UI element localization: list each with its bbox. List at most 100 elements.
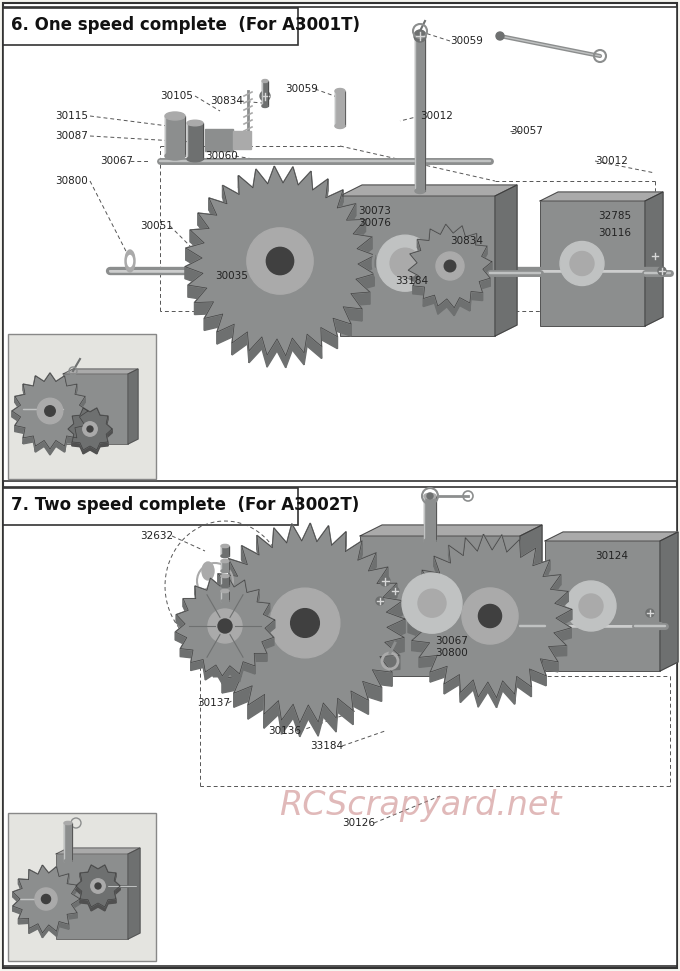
Circle shape — [560, 242, 604, 285]
Text: 30087: 30087 — [55, 131, 88, 141]
Polygon shape — [332, 532, 346, 559]
Polygon shape — [207, 578, 211, 598]
Polygon shape — [282, 704, 293, 734]
Polygon shape — [449, 545, 463, 566]
Polygon shape — [333, 318, 337, 349]
Polygon shape — [292, 524, 302, 555]
Circle shape — [579, 594, 603, 618]
Polygon shape — [29, 923, 38, 933]
Polygon shape — [383, 597, 403, 615]
Polygon shape — [362, 682, 369, 715]
Ellipse shape — [87, 426, 93, 432]
Polygon shape — [380, 655, 400, 671]
Polygon shape — [75, 385, 77, 400]
Polygon shape — [218, 574, 237, 590]
Polygon shape — [429, 229, 430, 249]
Polygon shape — [188, 285, 207, 300]
Polygon shape — [645, 192, 663, 326]
Polygon shape — [357, 237, 372, 261]
Polygon shape — [530, 669, 531, 697]
Ellipse shape — [221, 599, 229, 603]
Polygon shape — [56, 441, 65, 452]
Polygon shape — [18, 919, 29, 924]
Polygon shape — [217, 324, 234, 344]
Polygon shape — [18, 879, 29, 885]
Polygon shape — [383, 584, 396, 612]
Polygon shape — [475, 245, 487, 254]
Polygon shape — [328, 526, 332, 559]
Ellipse shape — [462, 588, 518, 644]
Ellipse shape — [187, 120, 203, 126]
Polygon shape — [257, 589, 259, 610]
Bar — [221, 591, 229, 601]
Polygon shape — [67, 874, 69, 888]
Circle shape — [427, 493, 433, 499]
Polygon shape — [413, 586, 426, 609]
Circle shape — [566, 581, 616, 631]
Text: 30105: 30105 — [160, 91, 193, 101]
Ellipse shape — [64, 821, 72, 824]
Polygon shape — [49, 867, 56, 878]
Polygon shape — [191, 650, 193, 671]
Polygon shape — [479, 282, 483, 301]
Polygon shape — [128, 369, 138, 444]
Polygon shape — [287, 524, 292, 557]
Polygon shape — [106, 429, 112, 438]
Polygon shape — [114, 886, 120, 895]
Polygon shape — [492, 535, 502, 560]
Polygon shape — [175, 623, 185, 640]
Polygon shape — [471, 291, 483, 301]
Polygon shape — [311, 171, 313, 202]
Circle shape — [377, 235, 433, 291]
Polygon shape — [430, 655, 437, 682]
Ellipse shape — [270, 588, 340, 657]
Polygon shape — [185, 267, 203, 285]
Polygon shape — [97, 408, 100, 419]
Text: 33184: 33184 — [310, 741, 343, 751]
Ellipse shape — [290, 609, 320, 637]
Polygon shape — [18, 879, 22, 893]
Polygon shape — [343, 307, 351, 336]
Polygon shape — [186, 243, 204, 260]
Polygon shape — [23, 385, 25, 400]
Polygon shape — [387, 619, 405, 641]
Polygon shape — [326, 190, 343, 210]
Polygon shape — [50, 373, 56, 387]
Ellipse shape — [415, 34, 425, 39]
Polygon shape — [549, 646, 566, 656]
Polygon shape — [265, 628, 273, 646]
Text: 30057: 30057 — [510, 126, 543, 136]
Polygon shape — [222, 185, 227, 216]
Ellipse shape — [262, 80, 268, 83]
Text: 30012: 30012 — [595, 156, 628, 166]
Polygon shape — [422, 570, 432, 595]
Polygon shape — [549, 647, 558, 672]
Polygon shape — [91, 903, 98, 911]
Polygon shape — [23, 436, 33, 444]
Polygon shape — [71, 886, 77, 898]
Polygon shape — [336, 698, 338, 732]
Ellipse shape — [247, 228, 313, 294]
Polygon shape — [386, 612, 405, 633]
Polygon shape — [180, 649, 193, 658]
Polygon shape — [356, 274, 374, 291]
Polygon shape — [413, 285, 424, 295]
Circle shape — [418, 589, 446, 618]
Ellipse shape — [165, 152, 185, 160]
Polygon shape — [460, 680, 473, 702]
Polygon shape — [360, 525, 542, 536]
Polygon shape — [207, 634, 224, 659]
Polygon shape — [267, 339, 277, 367]
Circle shape — [376, 597, 384, 605]
Polygon shape — [410, 251, 421, 262]
Polygon shape — [540, 192, 663, 201]
Ellipse shape — [90, 879, 105, 893]
Polygon shape — [434, 556, 440, 584]
Polygon shape — [194, 288, 207, 315]
Bar — [340, 196, 495, 336]
Ellipse shape — [221, 575, 229, 578]
Polygon shape — [321, 327, 322, 358]
Polygon shape — [347, 219, 365, 232]
Bar — [335, 91, 345, 126]
Polygon shape — [477, 534, 483, 561]
